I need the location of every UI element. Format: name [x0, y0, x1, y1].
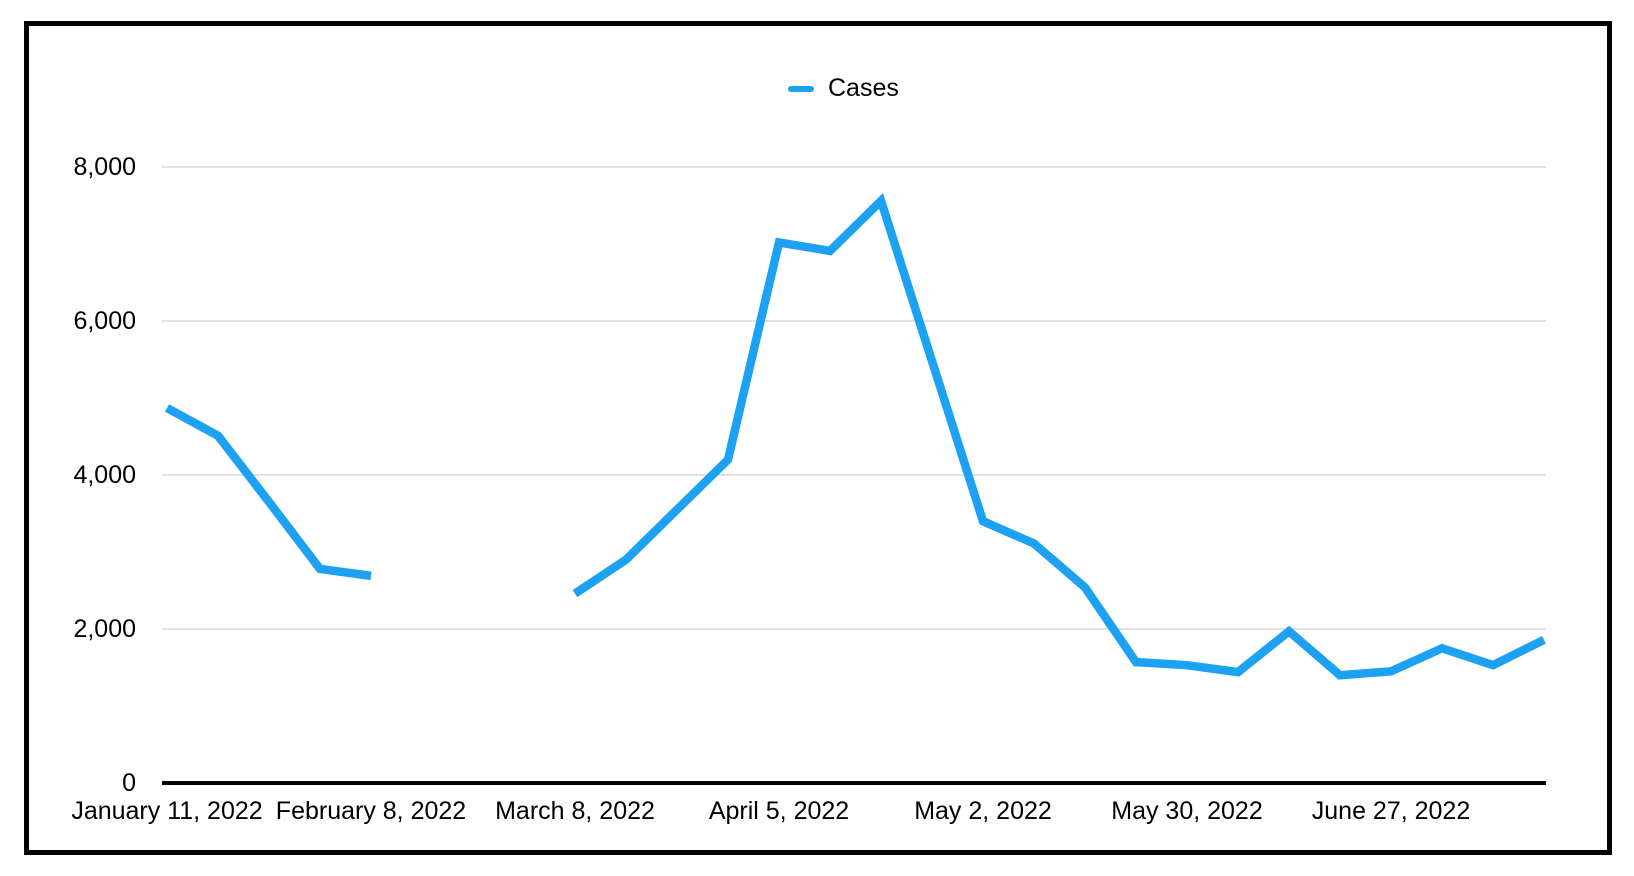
legend-line-marker [788, 85, 814, 92]
legend: Cases [788, 76, 899, 101]
x-tick-label: April 5, 2022 [708, 797, 850, 825]
x-tick-label: January 11, 2022 [71, 797, 263, 825]
x-tick-label: June 27, 2022 [1311, 797, 1471, 825]
y-tick-label: 4,000 [73, 461, 136, 489]
y-tick-label: 8,000 [73, 153, 136, 181]
x-tick-label: May 2, 2022 [914, 797, 1052, 825]
legend-label: Cases [828, 74, 899, 102]
x-tick-label: May 30, 2022 [1111, 797, 1263, 825]
y-tick-label: 0 [122, 769, 136, 797]
x-tick-label: February 8, 2022 [275, 797, 467, 825]
y-tick-label: 6,000 [73, 307, 136, 335]
series-line-cases [572, 193, 1546, 680]
y-tick-label: 2,000 [73, 615, 136, 643]
series-line-cases [164, 404, 372, 581]
x-tick-label: March 8, 2022 [495, 797, 655, 825]
